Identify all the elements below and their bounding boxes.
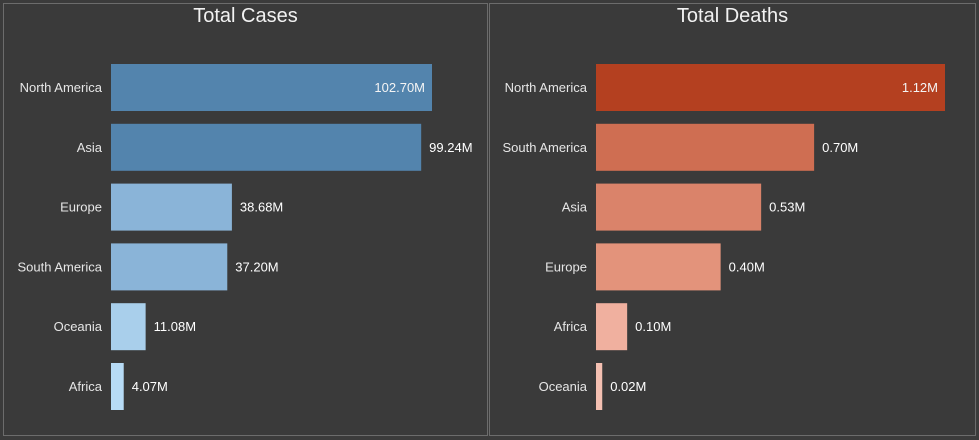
value-label-europe: 0.40M bbox=[729, 259, 765, 274]
category-label-africa: Africa bbox=[69, 379, 103, 394]
bar-deaths-south-america bbox=[596, 123, 815, 171]
value-label-south-america: 37.20M bbox=[235, 259, 278, 274]
value-label-europe: 38.68M bbox=[240, 200, 283, 215]
category-label-europe: Europe bbox=[60, 200, 102, 215]
category-label-south-america: South America bbox=[17, 259, 102, 274]
chart-title: Total Cases bbox=[193, 5, 298, 27]
bar-deaths-africa bbox=[596, 303, 628, 351]
value-label-asia: 0.53M bbox=[769, 200, 805, 215]
category-label-oceania: Oceania bbox=[539, 379, 588, 394]
value-label-asia: 99.24M bbox=[429, 140, 472, 155]
bar-deaths-europe bbox=[596, 243, 721, 291]
bar-deaths-north-america bbox=[596, 64, 945, 111]
bar-cases-europe bbox=[111, 183, 232, 231]
bar-cases-north-america bbox=[111, 64, 432, 111]
total-deaths-panel: Total Deaths North America 1.12M South Ame… bbox=[489, 3, 976, 436]
value-label-oceania: 11.08M bbox=[154, 319, 196, 334]
value-label-oceania: 0.02M bbox=[610, 379, 646, 394]
category-label-asia: Asia bbox=[562, 200, 588, 215]
total-cases-panel: Total Cases North America 102.70M Asia 99.2… bbox=[3, 3, 488, 436]
value-label-south-america: 0.70M bbox=[822, 140, 858, 155]
category-label-europe: Europe bbox=[545, 259, 587, 274]
value-label-north-america: 102.70M bbox=[374, 80, 425, 95]
category-label-north-america: North America bbox=[20, 80, 103, 95]
bar-cases-asia bbox=[111, 123, 422, 171]
chart-title: Total Deaths bbox=[676, 5, 789, 27]
category-label-north-america: North America bbox=[505, 80, 588, 95]
value-label-north-america: 1.12M bbox=[902, 80, 938, 95]
bar-deaths-oceania bbox=[596, 363, 603, 410]
value-label-africa: 4.07M bbox=[132, 379, 168, 394]
total-cases-chart: North America 102.70M Asia 99.24M Europe 38.6… bbox=[17, 64, 473, 410]
bar-cases-south-america bbox=[111, 243, 228, 291]
bar-deaths-asia bbox=[596, 183, 762, 231]
category-label-south-america: South America bbox=[502, 140, 587, 155]
total-deaths-chart: North America 1.12M South America 0.70M Asia… bbox=[502, 64, 945, 410]
category-label-africa: Africa bbox=[554, 319, 588, 334]
category-label-asia: Asia bbox=[77, 140, 103, 155]
bar-cases-oceania bbox=[111, 303, 146, 351]
bar-cases-africa bbox=[111, 363, 124, 410]
value-label-africa: 0.10M bbox=[635, 319, 671, 334]
category-label-oceania: Oceania bbox=[54, 319, 103, 334]
